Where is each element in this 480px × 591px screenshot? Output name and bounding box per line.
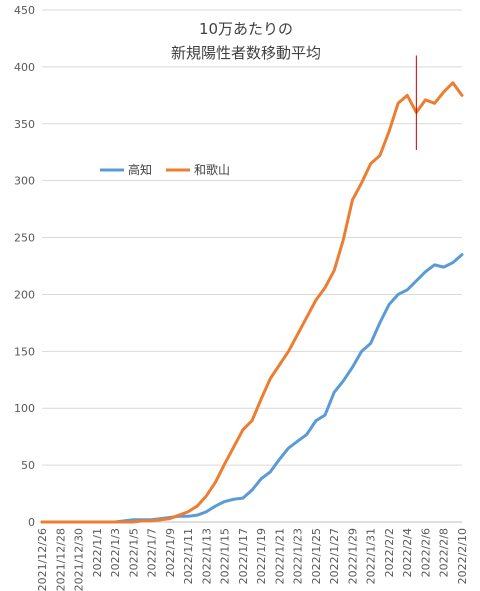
x-tick-label: 2022/1/9 <box>164 528 177 577</box>
legend-label-kochi: 高知 <box>128 162 152 177</box>
y-tick-label: 0 <box>28 516 35 529</box>
y-tick-label: 150 <box>14 345 35 358</box>
x-tick-label: 2022/1/11 <box>182 528 195 584</box>
y-tick-label: 350 <box>14 118 35 131</box>
y-tick-label: 300 <box>14 175 35 188</box>
y-tick-label: 400 <box>14 61 35 74</box>
y-tick-label: 50 <box>21 459 35 472</box>
x-tick-label: 2022/2/10 <box>456 528 469 584</box>
chart-title-line-1: 10万あたりの <box>199 20 293 38</box>
x-tick-label: 2022/1/3 <box>109 528 122 577</box>
y-tick-label: 200 <box>14 288 35 301</box>
x-tick-label: 2022/2/6 <box>419 528 432 577</box>
series-line-1 <box>40 81 464 524</box>
x-tick-label: 2022/1/1 <box>91 528 104 577</box>
x-tick-label: 2022/1/25 <box>310 528 323 584</box>
x-tick-label: 2022/1/29 <box>346 528 359 584</box>
x-tick-label: 2022/1/13 <box>200 528 213 584</box>
x-axis-ticks: 2021/12/26 2021/12/28 2021/12/30 2022/1/1 20… <box>36 528 469 591</box>
chart-title-line-2: 新規陽性者数移動平均 <box>171 44 321 62</box>
series-lines <box>40 81 464 524</box>
x-tick-label: 2021/12/28 <box>54 528 67 591</box>
legend: 高知 和歌山 <box>100 162 230 177</box>
x-tick-label: 2022/1/19 <box>255 528 268 584</box>
x-tick-label: 2022/2/2 <box>383 528 396 577</box>
x-tick-label: 2022/1/21 <box>273 528 286 584</box>
x-tick-label: 2022/2/8 <box>438 528 451 577</box>
x-tick-label: 2022/1/31 <box>365 528 378 584</box>
y-axis-ticks: 0 50 100 150 200 250 300 350 400 450 <box>14 4 35 529</box>
x-tick-label: 2022/1/7 <box>146 528 159 577</box>
legend-label-wakayama: 和歌山 <box>194 162 230 177</box>
x-tick-label: 2022/1/15 <box>219 528 232 584</box>
x-tick-label: 2022/1/27 <box>328 528 341 584</box>
y-tick-label: 250 <box>14 232 35 245</box>
x-tick-label: 2022/1/17 <box>237 528 250 584</box>
y-tick-label: 100 <box>14 402 35 415</box>
y-tick-label: 450 <box>14 4 35 17</box>
x-tick-label: 2022/1/23 <box>292 528 305 584</box>
x-tick-label: 2021/12/26 <box>36 528 49 591</box>
gridlines <box>42 9 462 466</box>
x-tick-label: 2022/1/5 <box>127 528 140 577</box>
x-tick-label: 2021/12/30 <box>73 528 86 591</box>
x-tick-label: 2022/2/4 <box>401 528 414 577</box>
